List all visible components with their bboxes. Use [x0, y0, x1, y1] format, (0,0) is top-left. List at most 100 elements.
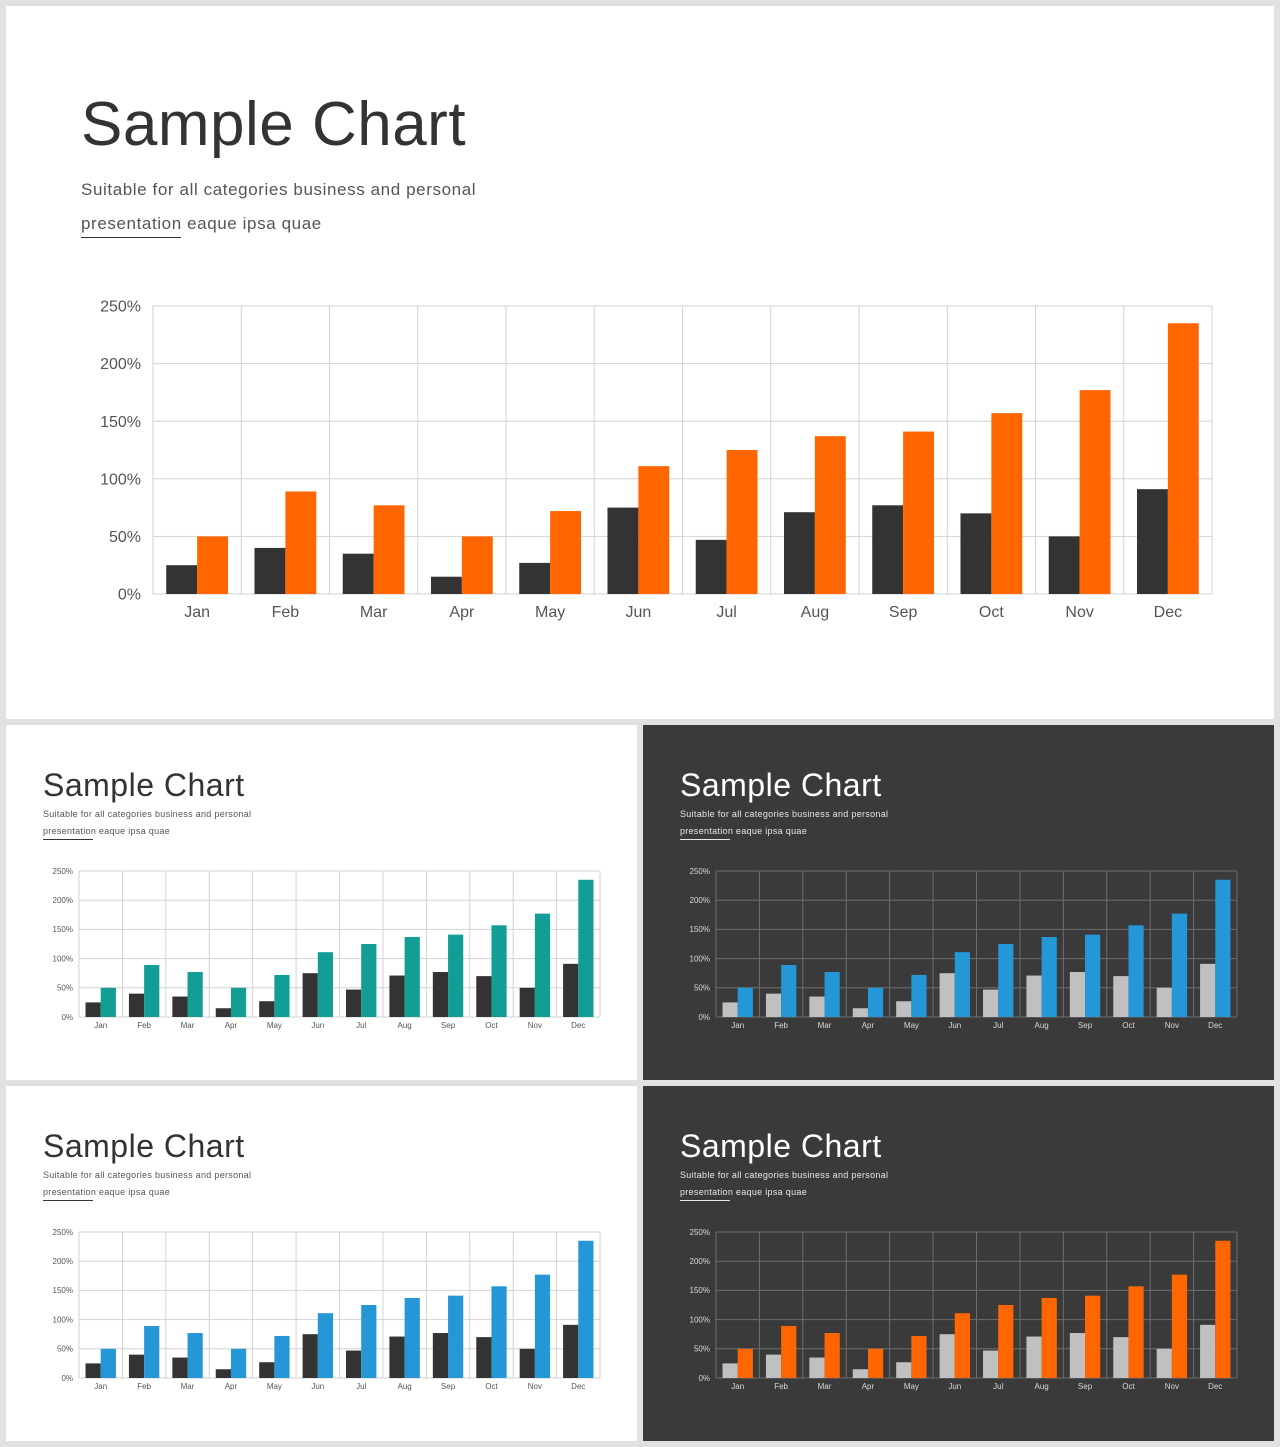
bar-aug-series-2 — [404, 1297, 420, 1378]
x-tick-label: Jun — [311, 1382, 324, 1391]
x-tick-label: Mar — [360, 604, 388, 621]
bar-nov-series-1 — [1048, 536, 1080, 594]
y-tick-label: 0% — [61, 1374, 73, 1383]
x-tick-label: Apr — [862, 1021, 875, 1030]
bar-sep-series-1 — [872, 505, 904, 594]
bar-mar-series-2 — [187, 1333, 203, 1378]
bar-may-series-1 — [259, 1362, 275, 1378]
x-tick-label: Jun — [311, 1021, 324, 1030]
bar-jun-series-1 — [607, 507, 639, 594]
subtitle-underline — [43, 839, 93, 840]
y-tick-label: 100% — [53, 954, 73, 963]
x-tick-label: Sep — [889, 604, 918, 621]
bar-jul-series-1 — [346, 989, 362, 1017]
slide-dark-blue: Sample Chart Suitable for all categories… — [643, 725, 1274, 1080]
x-tick-label: Sep — [1078, 1021, 1093, 1030]
y-tick-label: 150% — [53, 1286, 73, 1295]
slide-title: Sample Chart — [43, 767, 245, 803]
x-tick-label: Jan — [94, 1382, 107, 1391]
x-tick-label: Jul — [716, 604, 736, 621]
bar-nov-series-2 — [1171, 913, 1188, 1017]
bar-jan-series-1 — [722, 1363, 738, 1378]
bar-jul-series-2 — [998, 1305, 1014, 1378]
bar-jun-series-1 — [939, 1334, 955, 1378]
subtitle-underline — [81, 237, 181, 238]
x-tick-label: Feb — [272, 604, 300, 621]
bar-oct-series-1 — [1113, 1337, 1129, 1378]
x-tick-label: Oct — [485, 1382, 498, 1391]
bar-jan-series-2 — [737, 987, 753, 1017]
bar-nov-series-1 — [1156, 987, 1172, 1017]
x-tick-label: Jan — [731, 1382, 744, 1391]
x-tick-label: Jan — [184, 604, 210, 621]
bar-feb-series-1 — [128, 993, 145, 1017]
bar-oct-series-2 — [491, 1286, 507, 1378]
y-tick-label: 250% — [690, 1228, 710, 1237]
x-tick-label: Apr — [862, 1382, 875, 1391]
bar-chart: 0% 50% 100% 150% 200% 250% Jan Feb Mar Apr May Jun J… — [40, 1226, 604, 1396]
bar-apr-series-2 — [461, 536, 493, 594]
y-tick-label: 0% — [698, 1013, 710, 1022]
bar-sep-series-2 — [448, 934, 464, 1017]
subtitle-underline — [680, 839, 730, 840]
x-tick-label: Jun — [948, 1382, 961, 1391]
bar-chart: 0% 50% 100% 150% 200% 250% Jan Feb Mar Apr May Jun J… — [677, 865, 1241, 1035]
x-tick-label: Apr — [449, 604, 475, 621]
chart-svg: 0% 50% 100% 150% 200% 250% Jan Feb Mar Apr May Jun J… — [53, 1228, 601, 1391]
bar-jul-series-1 — [983, 1350, 999, 1378]
y-tick-label: 200% — [53, 1257, 73, 1266]
subtitle-line-1: Suitable for all categories business and… — [81, 180, 477, 199]
bar-jan-series-2 — [100, 1348, 116, 1378]
bar-oct-series-1 — [1113, 976, 1129, 1017]
x-tick-label: Aug — [398, 1021, 412, 1030]
x-tick-label: Mar — [181, 1382, 195, 1391]
x-tick-label: Mar — [818, 1382, 832, 1391]
bar-mar-series-1 — [809, 1357, 825, 1378]
bar-feb-series-1 — [254, 547, 286, 594]
slide-subtitle: Suitable for all categories business and… — [81, 173, 476, 241]
bar-aug-series-2 — [1041, 936, 1057, 1017]
y-tick-label: 250% — [53, 867, 73, 876]
bar-aug-series-1 — [389, 1336, 405, 1378]
x-tick-label: Jan — [94, 1021, 107, 1030]
x-tick-label: Oct — [1122, 1382, 1135, 1391]
x-tick-label: Oct — [979, 604, 1004, 621]
chart-svg: 0% 50% 100% 150% 200% 250% Jan Feb Mar Apr May Jun J… — [53, 867, 601, 1030]
x-tick-label: Jul — [356, 1382, 366, 1391]
bar-sep-series-1 — [1069, 1333, 1086, 1378]
bar-jan-series-1 — [85, 1363, 101, 1378]
chart-svg: 0% 50% 100% 150% 200% 250% Jan Feb Mar Apr May Jun J… — [690, 1228, 1238, 1391]
bar-may-series-2 — [274, 1335, 290, 1378]
bar-aug-series-2 — [404, 936, 420, 1017]
x-tick-label: May — [535, 604, 565, 621]
bar-mar-series-2 — [187, 972, 203, 1017]
subtitle-underline — [680, 1200, 730, 1201]
bar-feb-series-2 — [285, 491, 317, 594]
x-tick-label: May — [904, 1021, 919, 1030]
bar-jan-series-1 — [166, 565, 198, 594]
bar-feb-series-2 — [144, 1326, 160, 1378]
bar-nov-series-2 — [1079, 390, 1111, 594]
bar-dec-series-1 — [563, 1324, 579, 1378]
bar-aug-series-1 — [1026, 1336, 1042, 1378]
bar-feb-series-1 — [765, 993, 782, 1017]
bar-apr-series-1 — [215, 1369, 231, 1378]
bar-may-series-2 — [274, 974, 290, 1017]
bar-sep-series-2 — [903, 431, 935, 594]
x-tick-label: Sep — [441, 1382, 456, 1391]
x-tick-label: Aug — [1035, 1382, 1049, 1391]
y-tick-label: 200% — [690, 1257, 710, 1266]
x-tick-label: Apr — [225, 1382, 238, 1391]
bar-jan-series-1 — [85, 1002, 101, 1017]
subtitle-line-2: presentation eaque ipsa quae — [81, 214, 322, 233]
slide-subtitle: Suitable for all categories business and… — [43, 806, 251, 840]
x-tick-label: May — [267, 1021, 282, 1030]
y-tick-label: 50% — [57, 1345, 73, 1354]
y-tick-label: 50% — [57, 984, 73, 993]
bar-aug-series-2 — [1041, 1297, 1057, 1378]
x-tick-label: Nov — [528, 1382, 542, 1391]
bar-nov-series-1 — [519, 987, 535, 1017]
y-tick-label: 150% — [100, 414, 141, 431]
bar-apr-series-1 — [215, 1008, 231, 1017]
x-tick-label: May — [267, 1382, 282, 1391]
